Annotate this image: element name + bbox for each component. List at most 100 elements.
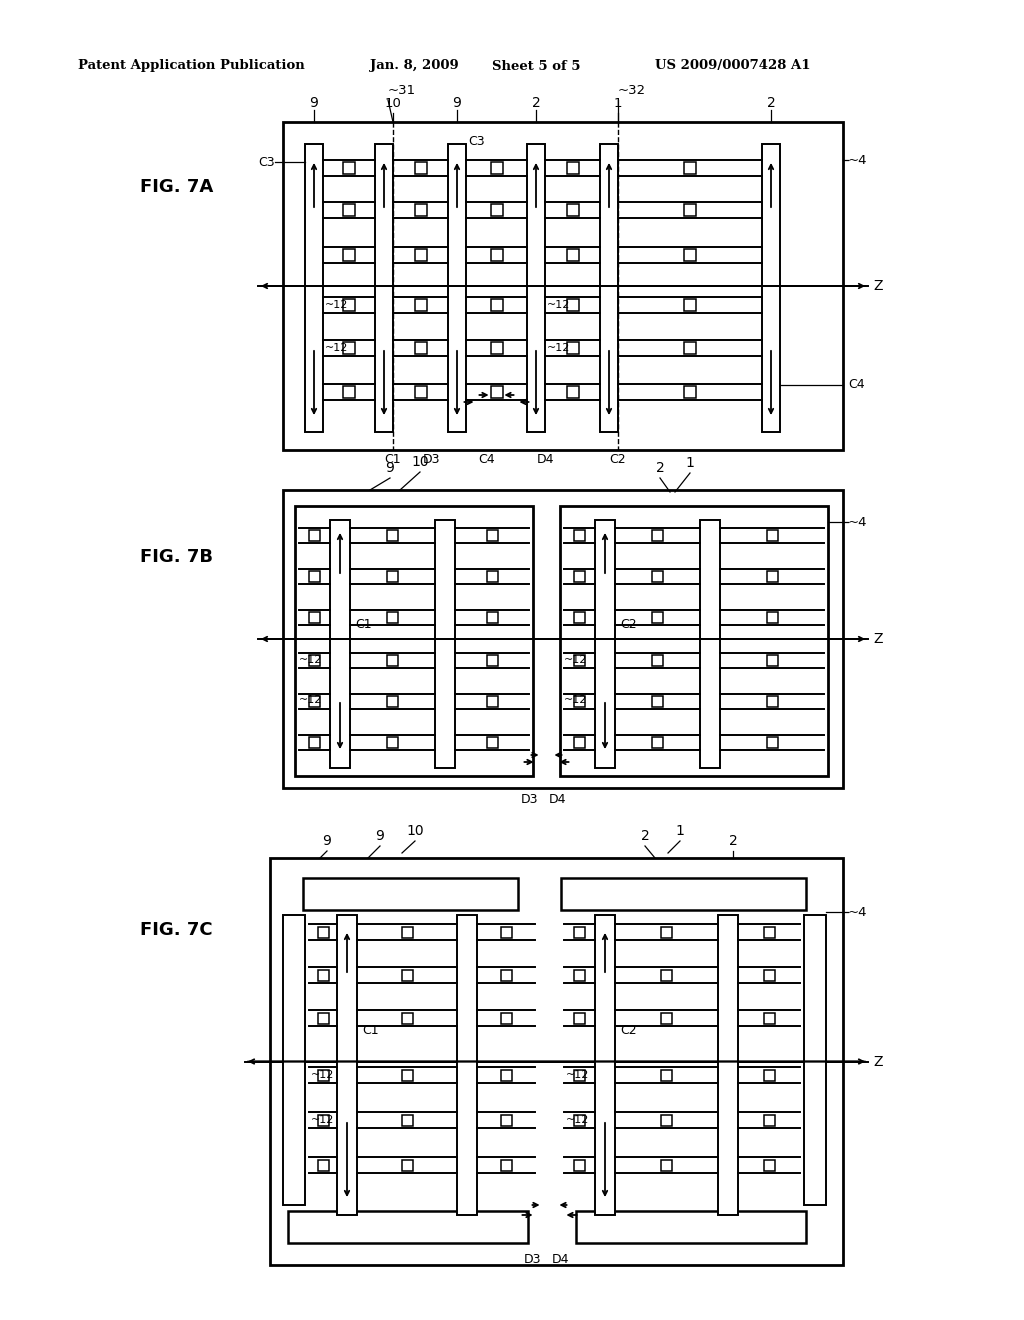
Text: ~31: ~31	[388, 84, 416, 96]
Text: D4: D4	[538, 453, 555, 466]
Bar	[387, 570, 398, 582]
Text: 10: 10	[412, 455, 429, 469]
Bar	[566, 342, 579, 354]
Text: 1: 1	[676, 824, 684, 838]
Text: ~12: ~12	[325, 343, 348, 352]
Bar	[486, 611, 498, 623]
Bar	[501, 1114, 512, 1126]
Text: D3: D3	[423, 453, 440, 466]
Bar	[401, 927, 413, 937]
Bar	[652, 611, 663, 623]
Bar	[566, 205, 579, 216]
Bar	[574, 969, 585, 981]
Bar	[501, 927, 512, 937]
Bar	[574, 611, 585, 623]
Bar	[303, 878, 518, 909]
Bar	[566, 300, 579, 312]
Bar	[566, 162, 579, 174]
Text: 9: 9	[376, 829, 384, 843]
Bar	[501, 969, 512, 981]
Bar	[684, 162, 696, 174]
Bar	[574, 737, 585, 747]
Text: D4: D4	[552, 1253, 569, 1266]
Bar	[684, 342, 696, 354]
Bar	[343, 249, 355, 261]
Bar	[684, 385, 696, 399]
Bar	[486, 696, 498, 706]
Bar	[337, 915, 357, 1214]
Bar	[309, 611, 319, 623]
Bar	[283, 490, 843, 788]
Text: D4: D4	[549, 793, 566, 807]
Bar	[574, 1069, 585, 1081]
Bar	[684, 249, 696, 261]
Bar	[317, 1114, 329, 1126]
Bar	[662, 1114, 672, 1126]
Text: 10: 10	[385, 96, 401, 110]
Bar	[762, 144, 780, 432]
Text: 2: 2	[729, 834, 737, 847]
Bar	[767, 570, 777, 582]
Text: ~12: ~12	[566, 1115, 590, 1125]
Text: ~4: ~4	[848, 516, 867, 528]
Text: Patent Application Publication: Patent Application Publication	[78, 59, 305, 73]
Bar	[718, 915, 738, 1214]
Bar	[490, 385, 503, 399]
Bar	[767, 611, 777, 623]
Bar	[700, 520, 720, 768]
Bar	[574, 1114, 585, 1126]
Text: Z: Z	[873, 632, 883, 645]
Bar	[684, 205, 696, 216]
Text: 2: 2	[531, 96, 541, 110]
Bar	[343, 385, 355, 399]
Text: ~12: ~12	[299, 655, 323, 665]
Text: 2: 2	[655, 461, 665, 475]
Bar	[490, 342, 503, 354]
Bar	[662, 1069, 672, 1081]
Bar	[387, 611, 398, 623]
Text: 2: 2	[641, 829, 649, 843]
Text: ~12: ~12	[547, 343, 570, 352]
Text: D3: D3	[521, 793, 539, 807]
Bar	[401, 969, 413, 981]
Text: C2: C2	[620, 619, 637, 631]
Bar	[490, 162, 503, 174]
Bar	[501, 1069, 512, 1081]
Bar	[652, 696, 663, 706]
Bar	[317, 969, 329, 981]
Bar	[309, 737, 319, 747]
Bar	[767, 655, 777, 665]
Bar	[574, 927, 585, 937]
Bar	[415, 342, 427, 354]
Bar	[288, 1210, 528, 1243]
Text: C3: C3	[258, 156, 275, 169]
Bar	[501, 1159, 512, 1171]
Text: US 2009/0007428 A1: US 2009/0007428 A1	[655, 59, 811, 73]
Bar	[490, 300, 503, 312]
Bar	[767, 696, 777, 706]
Bar	[574, 529, 585, 540]
Bar	[684, 300, 696, 312]
Text: 10: 10	[407, 824, 424, 838]
Bar	[401, 1069, 413, 1081]
Text: C1: C1	[362, 1023, 379, 1036]
Text: 9: 9	[386, 461, 394, 475]
Bar	[283, 121, 843, 450]
Text: ~12: ~12	[325, 300, 348, 310]
Bar	[401, 1159, 413, 1171]
Bar	[574, 570, 585, 582]
Text: ~4: ~4	[848, 906, 867, 919]
Text: C2: C2	[620, 1023, 637, 1036]
Bar	[662, 927, 672, 937]
Bar	[486, 737, 498, 747]
Bar	[575, 1210, 806, 1243]
Bar	[652, 529, 663, 540]
Bar	[566, 249, 579, 261]
Text: ~32: ~32	[618, 84, 646, 96]
Text: C1: C1	[355, 619, 372, 631]
Bar	[309, 696, 319, 706]
Bar	[415, 162, 427, 174]
Bar	[764, 1012, 774, 1023]
Bar	[652, 655, 663, 665]
Bar	[295, 506, 534, 776]
